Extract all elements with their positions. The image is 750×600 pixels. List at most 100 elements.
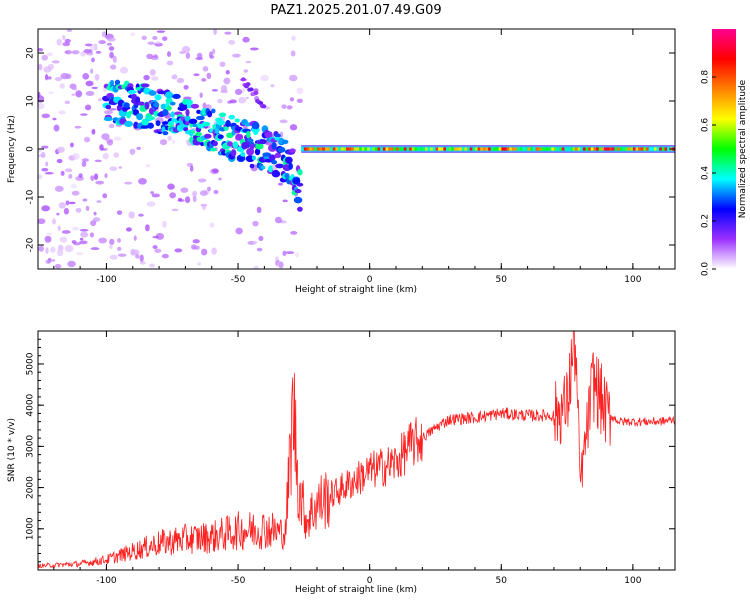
spectrogram-xtick-label: 50 [496,275,508,285]
spectrogram-noise-blob [153,54,158,58]
spectrogram-noise-blob [44,171,54,175]
carrier-segment [530,147,534,151]
spectrogram-noise-blob [68,201,76,205]
carrier-segment [345,147,350,151]
carrier-segment [453,147,457,151]
spectrogram-noise-blob [213,29,217,35]
spectrogram-noise-blob [58,110,66,115]
spectrogram-noise-blob [161,253,169,259]
carrier-segment [374,147,378,151]
spectrogram-noise-blob [71,226,80,231]
spectrogram-noise-blob [171,139,176,144]
snr-ylabel: SNR (10 * v/v) [7,418,17,482]
spectrogram-noise-blob [130,151,134,156]
spectrogram-noise-blob [290,50,296,57]
carrier-segment [619,147,623,151]
carrier-segment [577,147,581,151]
spectrogram-noise-blob [229,99,237,104]
carrier-segment [311,147,315,151]
spectrogram-trace-blob [216,120,226,126]
snr-xtick-label: 50 [496,576,508,586]
spectrogram-upper-trace-blob [248,87,254,92]
snr-xtick-label: -50 [231,576,246,586]
carrier-segment [590,147,594,151]
spectrogram-noise-blob [202,203,207,211]
carrier-segment [356,147,360,151]
spectrogram-trace-blob [185,99,193,106]
spectrogram-noise-blob [94,159,102,163]
spectrogram-noise-blob [38,91,41,98]
spectrogram-trace-blob [188,118,198,125]
carrier-segment [335,147,339,151]
spectrogram-xtick-label: -100 [96,275,117,285]
spectrogram-trace-blob [275,163,285,169]
spectrogram-trace-blob [238,155,244,161]
carrier-segment [377,147,381,151]
carrier-segment [385,147,389,151]
spectrogram-noise-blob [138,178,147,185]
spectrogram-noise-blob [155,232,165,240]
spectrogram-noise-blob [217,98,223,104]
spectrogram-noise-blob [56,249,64,257]
spectrogram-noise-blob [193,73,200,77]
carrier-segment [359,147,363,151]
spectrogram-trace-blob [260,165,266,170]
carrier-segment [314,147,318,151]
spectrogram-trace-blob [218,112,227,117]
spectrogram-trace-blob [294,188,302,194]
carrier-segment [440,147,444,151]
carrier-segment [630,147,634,151]
spectrogram-noise-blob [65,73,72,79]
spectrogram-noise-blob [199,190,208,196]
spectrogram-noise-blob [138,213,144,217]
spectrogram-noise-blob [294,252,300,258]
spectrogram-noise-blob [85,90,95,97]
spectrogram-noise-blob [184,196,191,204]
colorbar-label: Normalized spectral amplitude [738,79,748,218]
spectrogram-noise-blob [117,253,127,257]
carrier-segment [364,147,368,151]
spectrogram-trace-blob [169,101,176,106]
spectrogram-trace-blob [217,134,224,140]
spectrogram-noise-blob [243,69,249,73]
spectrogram-trace-blob [167,120,174,127]
spectrogram-noise-blob [196,52,203,59]
carrier-segment [301,147,305,151]
carrier-segment [664,147,668,151]
spectrogram-trace-blob [289,148,296,153]
spectrogram-noise-blob [288,74,298,82]
spectrogram-noise-blob [81,158,89,162]
carrier-segment [501,147,505,151]
spectrogram-trace-blob [297,206,303,212]
spectrogram-noise-blob [156,30,166,33]
spectrogram-noise-blob [72,152,80,160]
spectrogram-trace-blob [146,116,156,121]
spectrogram-ytick-label: 20 [26,47,36,59]
spectrogram-noise-blob [71,190,80,196]
spectrogram-noise-blob [64,244,74,253]
carrier-segment [306,147,310,151]
spectrogram-trace-blob [148,90,157,96]
spectrogram-noise-blob [113,136,122,141]
carrier-segment [659,147,663,151]
carrier-segment [551,147,555,151]
spectrogram-noise-blob [154,248,162,254]
spectrogram-noise-blob [213,189,219,195]
spectrogram-noise-blob [109,51,114,59]
carrier-segment [343,147,347,151]
carrier-segment [572,147,576,151]
carrier-segment [593,147,597,151]
spectrogram-noise-blob [109,64,117,70]
spectrogram-noise-blob [102,193,108,199]
spectrogram-noise-blob [167,135,172,142]
spectrogram-noise-blob [286,105,293,110]
spectrogram-ytick-label: -10 [26,189,36,204]
carrier-segment [303,147,307,151]
carrier-segment [574,147,579,151]
spectrogram-trace-blob [262,152,272,157]
spectrogram-noise-blob [108,123,115,129]
spectrogram-noise-blob [179,51,186,54]
spectrogram-noise-blob [81,160,87,167]
spectrogram-noise-blob [95,50,102,54]
spectrogram-noise-blob [141,35,147,41]
